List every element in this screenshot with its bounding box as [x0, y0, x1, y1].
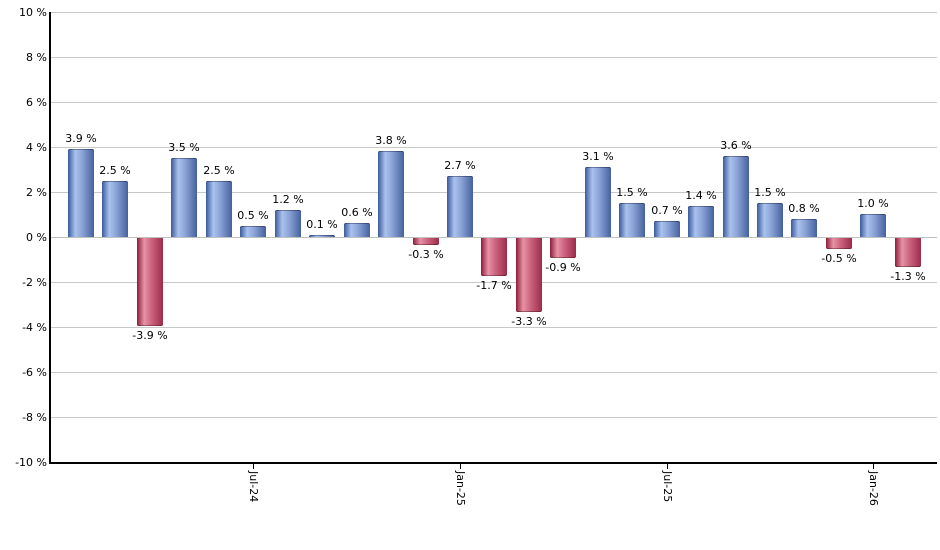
x-axis-tick-label: Jan-25 [454, 471, 467, 506]
bar-value-label: 0.5 % [237, 209, 269, 222]
bar-value-label: 0.6 % [341, 206, 373, 219]
bar [791, 219, 817, 237]
bar-value-label: 2.5 % [99, 164, 131, 177]
y-axis-tick-label: 8 % [26, 51, 47, 64]
y-axis-tick-label: 0 % [26, 231, 47, 244]
bar-value-label: 1.0 % [857, 197, 889, 210]
bar-value-label: 1.2 % [272, 193, 304, 206]
bar [723, 156, 749, 237]
bar-value-label: 2.5 % [203, 164, 235, 177]
bar-value-label: -1.7 % [476, 279, 512, 292]
bar [826, 238, 852, 249]
y-axis-tick-label: 10 % [19, 6, 47, 19]
bar [585, 167, 611, 237]
y-axis-line [49, 12, 51, 464]
bar-value-label: 0.8 % [788, 202, 820, 215]
gridline [51, 12, 937, 13]
gridline [51, 102, 937, 103]
gridline [51, 192, 937, 193]
x-axis-tick-label: Jul-25 [661, 471, 674, 503]
bar-value-label: 1.5 % [616, 186, 648, 199]
bar [447, 176, 473, 237]
bar-value-label: 3.5 % [168, 141, 200, 154]
gridline [51, 282, 937, 283]
bar [171, 158, 197, 237]
bar [654, 221, 680, 237]
x-axis-tick-label: Jul-24 [247, 471, 260, 503]
bar [102, 181, 128, 237]
x-axis-tick [460, 464, 461, 469]
bar [68, 149, 94, 237]
bar-value-label: -0.5 % [821, 252, 857, 265]
bar-value-label: 0.1 % [306, 218, 338, 231]
gridline [51, 417, 937, 418]
x-axis-tick [873, 464, 874, 469]
x-axis-line [49, 462, 937, 464]
bar [550, 238, 576, 258]
gridline [51, 147, 937, 148]
bar [309, 235, 335, 237]
y-axis-tick-label: 6 % [26, 96, 47, 109]
bar [413, 238, 439, 245]
y-axis-tick-label: 2 % [26, 186, 47, 199]
bar [240, 226, 266, 237]
x-axis-tick [667, 464, 668, 469]
x-axis-tick [253, 464, 254, 469]
bar-value-label: 1.4 % [685, 189, 717, 202]
bar [516, 238, 542, 312]
bar [619, 203, 645, 237]
bar [206, 181, 232, 237]
gridline [51, 372, 937, 373]
bar [688, 206, 714, 237]
bar-value-label: -3.3 % [511, 315, 547, 328]
bar [275, 210, 301, 237]
bar-value-label: -0.3 % [408, 248, 444, 261]
bar [860, 214, 886, 237]
gridline [51, 57, 937, 58]
bar-value-label: 2.7 % [444, 159, 476, 172]
y-axis-tick-label: -10 % [15, 456, 47, 469]
y-axis-tick-label: -8 % [22, 411, 47, 424]
gridline [51, 327, 937, 328]
bar-value-label: 3.1 % [582, 150, 614, 163]
bar [137, 238, 163, 326]
y-axis-tick-label: -6 % [22, 366, 47, 379]
bar-value-label: -0.9 % [545, 261, 581, 274]
bar-value-label: -3.9 % [132, 329, 168, 342]
x-axis-tick-label: Jan-26 [867, 471, 880, 506]
bar-value-label: -1.3 % [890, 270, 926, 283]
bar-value-label: 0.7 % [651, 204, 683, 217]
bar-value-label: 3.6 % [720, 139, 752, 152]
bar-value-label: 1.5 % [754, 186, 786, 199]
bar-value-label: 3.8 % [375, 134, 407, 147]
y-axis-tick-label: -4 % [22, 321, 47, 334]
bar [378, 151, 404, 237]
bar [481, 238, 507, 276]
bar-value-label: 3.9 % [65, 132, 97, 145]
bar [895, 238, 921, 267]
y-axis-tick-label: 4 % [26, 141, 47, 154]
bar [344, 223, 370, 237]
y-axis-tick-label: -2 % [22, 276, 47, 289]
bar [757, 203, 783, 237]
zero-gridline [51, 237, 937, 238]
